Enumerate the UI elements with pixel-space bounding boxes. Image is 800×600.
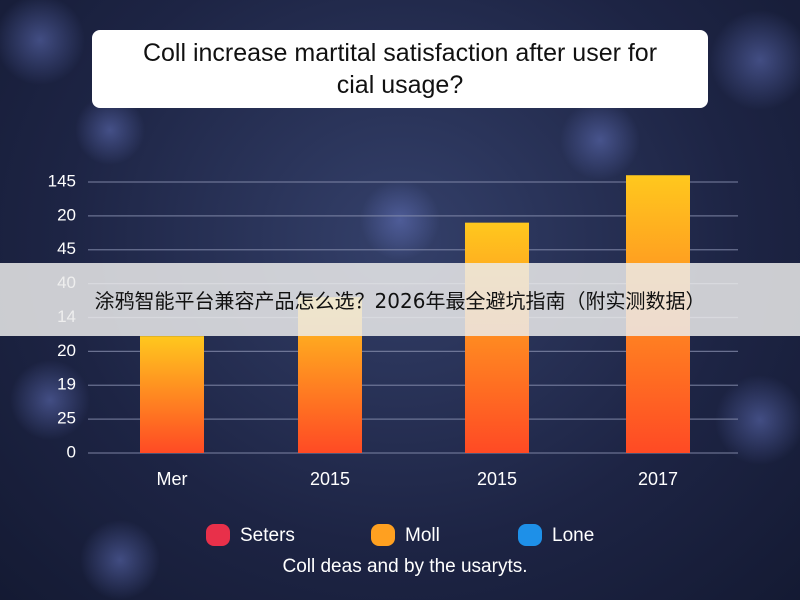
legend-swatch [518, 524, 542, 546]
legend-label: Moll [405, 525, 440, 546]
y-tick-label: 20 [57, 205, 76, 224]
legend-entry: Moll [371, 524, 440, 546]
x-tick-label: 2015 [310, 469, 350, 489]
legend-label: Seters [240, 525, 295, 546]
y-tick-label: 25 [57, 409, 76, 428]
bar [140, 336, 204, 453]
overlay-banner: 涂鸦智能平台兼容产品怎么选？2026年最全避坑指南（附实测数据） [0, 263, 800, 336]
x-tick-label: 2017 [638, 469, 678, 489]
legend-entry: Seters [206, 524, 295, 546]
y-tick-label: 19 [57, 375, 76, 394]
bar [465, 222, 529, 453]
x-tick-label: 2015 [477, 469, 517, 489]
y-tick-label: 20 [57, 341, 76, 360]
legend-entry: Lone [518, 524, 594, 546]
caption: Coll deas and by the usaryts. [282, 556, 527, 577]
legend-swatch [206, 524, 230, 546]
legend-swatch [371, 524, 395, 546]
y-tick-label: 145 [48, 171, 76, 190]
y-tick-label: 0 [67, 442, 76, 461]
y-tick-label: 45 [57, 239, 76, 258]
x-tick-label: Mer [157, 469, 188, 489]
legend-label: Lone [552, 525, 594, 546]
chart-title: Coll increase martital satisfaction afte… [92, 30, 708, 108]
